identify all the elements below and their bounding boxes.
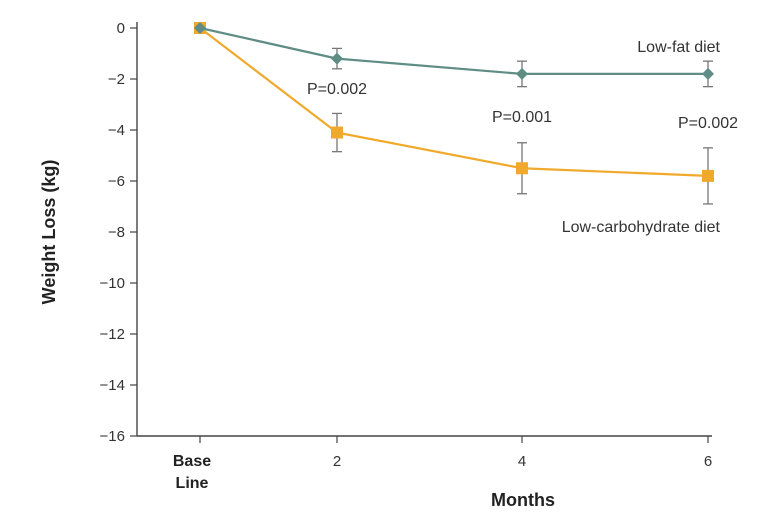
series-low-carbohydrate [194,22,714,205]
y-tick-label: −14 [100,377,125,394]
y-tick-label: −10 [100,275,125,292]
data-point [331,52,343,65]
y-tick-label: −2 [108,71,125,88]
labels-layer: Months Weight Loss (kg) Low-fat diet Low-ca… [39,39,738,510]
x-tick-label: 2 [333,453,341,470]
x-tick-label: Line [176,475,209,492]
series-layer [194,22,714,205]
data-point [702,169,714,182]
p-value-annotation: P=0.002 [307,81,367,98]
y-tick-label: −6 [108,173,125,190]
p-value-annotation: P=0.002 [678,115,738,132]
x-tick-label: 6 [704,453,712,470]
series-label-low-carbohydrate: Low-carbohydrate diet [562,219,721,236]
y-axis-title: Weight Loss (kg) [39,160,59,305]
data-point [194,22,206,34]
data-point [516,67,528,80]
y-tick-label: −16 [100,428,125,445]
x-tick-label: 4 [518,453,526,470]
y-tick-label: 0 [117,20,125,37]
data-point [331,126,343,139]
axes: 0 −2 −4 −6 −8 −10 −12 −14 −16 Base Line 2 4 6 [100,20,713,492]
data-point [702,67,714,80]
x-tick-label: Base [173,453,211,470]
y-tick-label: −8 [108,224,125,241]
data-point [516,162,528,175]
series-line [199,27,709,177]
series-label-low-fat: Low-fat diet [637,39,720,56]
y-tick-label: −12 [100,326,125,343]
p-value-annotation: P=0.001 [492,109,552,126]
series-line [199,26,708,76]
series-low-fat [194,22,714,88]
x-axis-title: Months [491,490,555,510]
y-tick-label: −4 [108,122,125,139]
